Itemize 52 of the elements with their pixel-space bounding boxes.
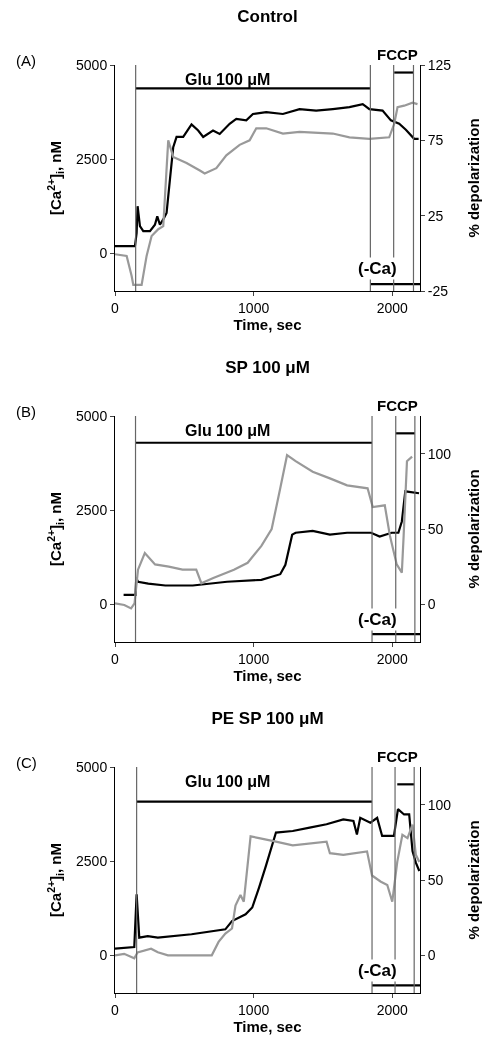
y2-axis-title: % depolarization	[465, 118, 483, 238]
y-tick-label: 2500	[76, 853, 108, 870]
x-tick-label: 1000	[238, 650, 270, 667]
x-tick-label: 1000	[238, 1001, 270, 1018]
y-tick-label: 5000	[76, 758, 108, 775]
y-tick-label: 0	[99, 245, 108, 262]
text: (B)	[16, 403, 36, 420]
text: FCCP	[377, 748, 418, 765]
y-tick-label: 0	[99, 947, 108, 964]
annotation: Glu 100 μM	[185, 773, 271, 790]
y2-tick-label: 75	[427, 132, 444, 149]
line-series	[115, 823, 420, 960]
line-series	[115, 454, 414, 610]
chart-title: Control	[237, 7, 298, 27]
y2-tick-label: 100	[427, 445, 452, 462]
annotation: Glu 100 μM	[185, 422, 271, 439]
text: (C)	[16, 754, 37, 771]
y2-tick-label: -25	[427, 282, 449, 299]
text: FCCP	[377, 397, 418, 414]
x-tick-label: 0	[111, 650, 120, 667]
x-axis-title: Time, sec	[233, 315, 302, 333]
x-tick-label: 1000	[238, 299, 270, 316]
x-tick-label: 2000	[376, 650, 409, 667]
chart-title: PE SP 100 μM	[211, 709, 324, 729]
x-tick-label: 2000	[376, 1001, 409, 1018]
annotation: (-Ca)	[358, 961, 397, 980]
x-tick-label: 2000	[376, 299, 409, 316]
y-tick-label: 5000	[76, 56, 108, 73]
y-tick-label: 0	[99, 596, 108, 613]
y-tick-label: 5000	[76, 407, 108, 424]
y2-tick-label: 50	[427, 520, 444, 537]
line-series	[115, 101, 419, 287]
annotation: Glu 100 μM	[185, 71, 271, 88]
y2-tick-label: 25	[427, 207, 444, 224]
x-tick-label: 0	[111, 299, 120, 316]
x-axis-title: Time, sec	[233, 1017, 302, 1035]
x-tick-label: 0	[111, 1001, 120, 1018]
y2-tick-label: 50	[427, 871, 444, 888]
y-tick-label: 2500	[76, 502, 108, 519]
y2-tick-label: 0	[427, 947, 436, 964]
annotation: (-Ca)	[358, 610, 397, 629]
text: FCCP	[377, 46, 418, 63]
y2-tick-label: 0	[427, 596, 436, 613]
y2-axis-title: % depolarization	[465, 820, 483, 940]
chart-title: SP 100 μM	[225, 358, 310, 378]
text: (A)	[16, 52, 36, 69]
y2-tick-label: 100	[427, 796, 452, 813]
y-tick-label: 2500	[76, 151, 108, 168]
x-axis-title: Time, sec	[233, 666, 302, 684]
y2-tick-label: 125	[427, 56, 452, 73]
y2-axis-title: % depolarization	[465, 469, 483, 589]
annotation: (-Ca)	[358, 259, 397, 278]
